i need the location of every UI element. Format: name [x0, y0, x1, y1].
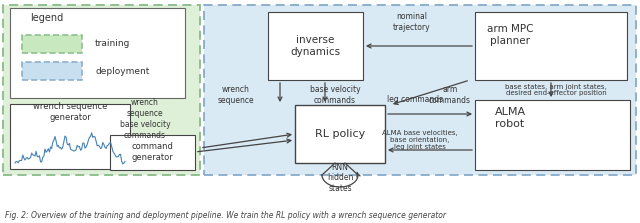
Text: wrench
sequence: wrench sequence — [127, 98, 163, 118]
Text: command
generator: command generator — [131, 142, 173, 162]
FancyBboxPatch shape — [10, 104, 130, 169]
Text: base states, arm joint states,
desired end-effector position: base states, arm joint states, desired e… — [505, 83, 607, 97]
Text: base velocity
commands: base velocity commands — [120, 120, 170, 140]
Text: training: training — [95, 39, 131, 48]
Text: wrench
sequence: wrench sequence — [218, 85, 254, 105]
Text: deployment: deployment — [95, 66, 149, 76]
Text: legend: legend — [30, 13, 63, 23]
FancyBboxPatch shape — [475, 12, 627, 80]
Text: inverse
dynamics: inverse dynamics — [290, 35, 340, 57]
FancyBboxPatch shape — [268, 12, 363, 80]
FancyBboxPatch shape — [22, 62, 82, 80]
Text: base velocity
commands: base velocity commands — [310, 85, 360, 105]
Text: RNN
hidden
states: RNN hidden states — [327, 163, 353, 193]
Text: Fig. 2: Overview of the training and deployment pipeline. We train the RL policy: Fig. 2: Overview of the training and dep… — [5, 211, 446, 219]
Text: RL policy: RL policy — [315, 129, 365, 139]
FancyBboxPatch shape — [3, 5, 200, 175]
Text: ALMA base velocities,
base orientation,
leg joint states: ALMA base velocities, base orientation, … — [382, 130, 458, 150]
FancyBboxPatch shape — [10, 8, 185, 98]
FancyBboxPatch shape — [22, 35, 82, 53]
FancyBboxPatch shape — [204, 5, 636, 175]
FancyBboxPatch shape — [110, 135, 195, 170]
Text: nominal
trajectory: nominal trajectory — [393, 12, 431, 32]
Text: ALMA
robot: ALMA robot — [495, 107, 525, 129]
FancyBboxPatch shape — [475, 100, 630, 170]
Text: arm
commands: arm commands — [429, 85, 471, 105]
Text: wrench sequence
generator: wrench sequence generator — [33, 102, 107, 122]
FancyBboxPatch shape — [295, 105, 385, 163]
Text: arm MPC
planner: arm MPC planner — [487, 24, 533, 46]
Text: leg commands: leg commands — [387, 95, 443, 105]
